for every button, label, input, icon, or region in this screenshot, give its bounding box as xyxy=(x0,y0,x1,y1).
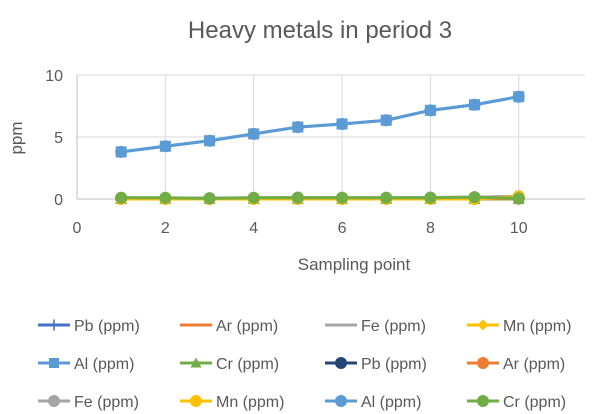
legend-entry: Ar (ppm) xyxy=(180,318,278,335)
data-point xyxy=(247,127,260,140)
data-point xyxy=(336,117,349,130)
data-point xyxy=(115,145,128,158)
legend-marker xyxy=(335,357,347,369)
legend-label: Mn (ppm) xyxy=(503,318,571,335)
legend-entry: Ar (ppm) xyxy=(467,356,565,373)
x-tick-label: 8 xyxy=(426,220,435,237)
y-tick-label: 5 xyxy=(54,130,63,147)
legend-entry: Pb (ppm) xyxy=(38,318,140,335)
y-axis-label: ppm xyxy=(7,121,26,154)
legend-marker xyxy=(49,358,59,368)
legend-entry: Cr (ppm) xyxy=(467,394,566,411)
y-tick-label: 0 xyxy=(54,192,63,209)
legend-label: Ar (ppm) xyxy=(216,318,278,335)
series-10 xyxy=(115,90,525,158)
legend-label: Ar (ppm) xyxy=(503,356,565,373)
x-tick-label: 4 xyxy=(249,220,258,237)
legend-label: Fe (ppm) xyxy=(361,318,426,335)
series-layer xyxy=(115,90,525,205)
data-point xyxy=(203,134,216,147)
data-point xyxy=(291,191,304,204)
legend-label: Al (ppm) xyxy=(74,356,134,373)
legend-label: Mn (ppm) xyxy=(216,394,284,411)
data-point xyxy=(336,191,349,204)
legend-label: Cr (ppm) xyxy=(503,394,566,411)
legend-marker xyxy=(335,395,347,407)
legend-label: Cr (ppm) xyxy=(216,356,279,373)
data-point xyxy=(159,191,172,204)
data-point xyxy=(291,121,304,134)
legend-marker xyxy=(477,357,489,369)
legend-label: Pb (ppm) xyxy=(74,318,140,335)
legend-entry: Mn (ppm) xyxy=(180,394,284,411)
legend-marker xyxy=(190,395,202,407)
chart-title: Heavy metals in period 3 xyxy=(188,17,452,44)
data-point xyxy=(115,191,128,204)
legend-marker xyxy=(477,319,489,331)
data-point xyxy=(424,104,437,117)
data-point xyxy=(468,191,481,204)
legend-marker xyxy=(477,395,489,407)
x-tick-label: 2 xyxy=(161,220,170,237)
data-point xyxy=(468,98,481,111)
legend-entry: Fe (ppm) xyxy=(38,394,139,411)
data-point xyxy=(159,140,172,153)
legend-entry: Cr (ppm) xyxy=(180,356,279,373)
legend-entry: Al (ppm) xyxy=(38,356,134,373)
legend-marker xyxy=(48,319,60,331)
x-tick-label: 10 xyxy=(510,220,528,237)
legend-marker xyxy=(48,395,60,407)
legend-entry: Al (ppm) xyxy=(325,394,421,411)
series-11 xyxy=(115,191,525,205)
data-point xyxy=(247,191,260,204)
series-line xyxy=(121,195,519,200)
legend-label: Pb (ppm) xyxy=(361,356,427,373)
x-axis-label: Sampling point xyxy=(298,255,411,274)
legend-label: Al (ppm) xyxy=(361,394,421,411)
x-tick-label: 0 xyxy=(73,220,82,237)
legend-entry: Mn (ppm) xyxy=(467,318,571,335)
legend: Pb (ppm) Ar (ppm) Fe (ppm) Mn (ppm) Al (ppm)… xyxy=(38,318,571,411)
x-tick-label: 6 xyxy=(338,220,347,237)
legend-label: Fe (ppm) xyxy=(74,394,139,411)
series-line xyxy=(120,95,520,154)
data-point xyxy=(424,191,437,204)
data-point xyxy=(380,191,393,204)
legend-entry: Fe (ppm) xyxy=(325,318,426,335)
grid xyxy=(77,74,585,199)
data-point xyxy=(380,114,393,127)
y-tick-label: 10 xyxy=(45,68,63,85)
legend-entry: Pb (ppm) xyxy=(325,356,427,373)
legend-marker xyxy=(190,357,202,368)
data-point xyxy=(512,192,525,205)
data-point xyxy=(512,90,525,103)
data-point xyxy=(203,192,216,205)
